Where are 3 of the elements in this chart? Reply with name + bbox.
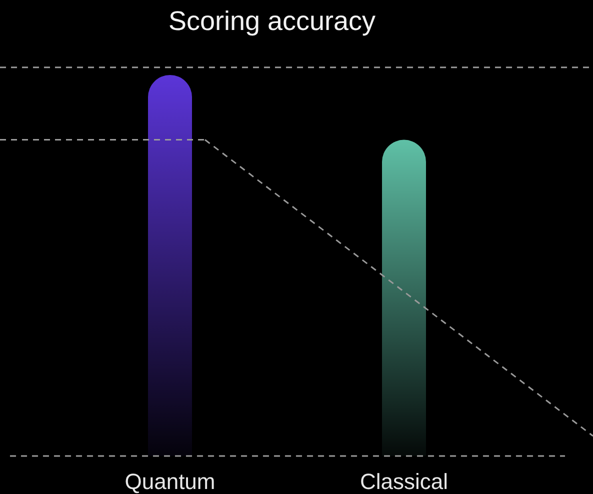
x-tick-label: Quantum <box>124 469 216 494</box>
chart-title: Scoring accuracy <box>168 6 376 36</box>
x-tick-label: Classical <box>360 469 448 494</box>
